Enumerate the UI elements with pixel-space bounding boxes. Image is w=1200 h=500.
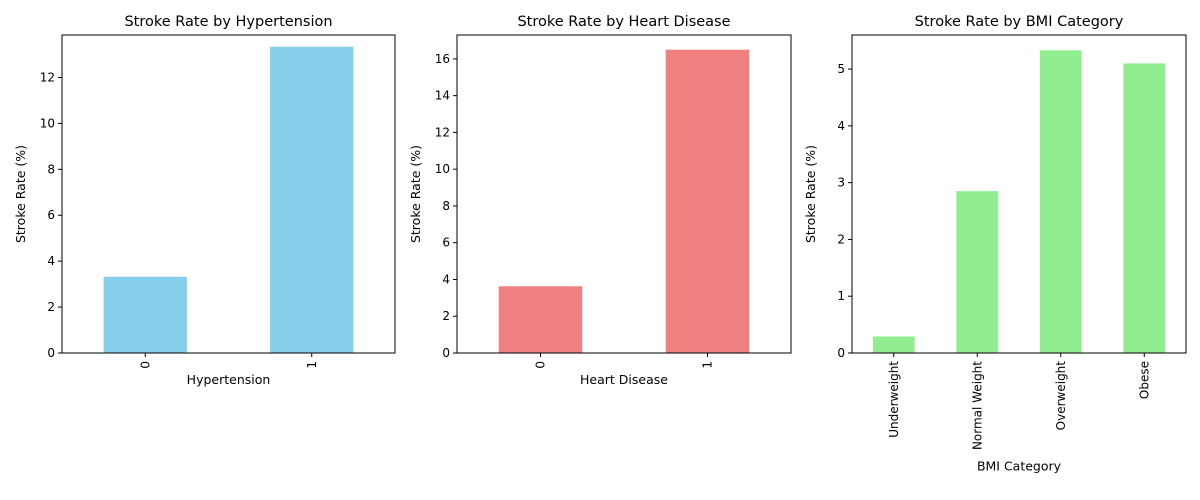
y-tick-label: 2 [442, 309, 450, 323]
chart-panel-3: 0 1 2 3 4 5 Underweight Normal Weight Overweight… [803, 14, 1187, 474]
y-tick-label: 12 [435, 125, 450, 139]
x-tick-label: 0 [534, 361, 548, 369]
bar-0 [498, 286, 583, 353]
x-tick-label: 1 [305, 361, 319, 369]
x-axis-label: BMI Category [977, 459, 1062, 474]
bar-overweight [1039, 50, 1082, 353]
bar-1 [665, 49, 750, 354]
axes-frame [456, 34, 792, 354]
y-tick-label: 2 [47, 300, 55, 314]
y-tick-label: 0 [837, 346, 845, 360]
y-tick-label: 12 [40, 70, 55, 84]
y-tick-label: 14 [435, 89, 450, 103]
y-tick-label: 16 [435, 52, 450, 66]
y-tick-label: 10 [435, 162, 450, 176]
bar-1 [270, 46, 354, 353]
x-tick-label: Overweight [1054, 361, 1068, 431]
y-tick-label: 4 [837, 119, 845, 133]
y-tick-label: 6 [442, 236, 450, 250]
chart-panel-2: 0 2 4 6 8 10 12 14 16 0 1 Stroke Rate by Heart Dise… [408, 14, 792, 387]
x-tick-label: Normal Weight [970, 361, 984, 450]
y-tick-label: 10 [40, 116, 55, 130]
y-axis-label: Stroke Rate (%) [13, 145, 28, 243]
y-tick-label: 8 [442, 199, 450, 213]
chart-title: Stroke Rate by Hypertension [124, 14, 332, 30]
bar-obese [1123, 63, 1166, 354]
y-tick-label: 2 [837, 232, 845, 246]
x-tick-label: Underweight [887, 361, 901, 438]
y-tick-label: 5 [837, 62, 845, 76]
axes-frame [851, 34, 1187, 354]
x-axis-label: Hypertension [187, 372, 271, 387]
y-axis-label: Stroke Rate (%) [408, 145, 423, 243]
x-axis-label: Heart Disease [580, 372, 668, 387]
x-tick-label: Obese [1137, 361, 1151, 399]
bar-normal-weight [956, 191, 999, 353]
x-tick-label: 1 [701, 361, 715, 369]
chart-title: Stroke Rate by BMI Category [915, 14, 1124, 30]
y-tick-label: 3 [837, 176, 845, 190]
y-tick-label: 0 [47, 346, 55, 360]
x-tick-label: 0 [138, 361, 152, 369]
chart-panel-1: 0 2 4 6 8 10 12 0 1 Stroke Rate by Hypertension Hy… [13, 14, 396, 387]
y-tick-label: 1 [837, 289, 845, 303]
y-tick-label: 8 [47, 162, 55, 176]
y-axis-label: Stroke Rate (%) [803, 145, 818, 243]
y-tick-label: 4 [442, 272, 450, 286]
bar-underweight [872, 336, 915, 353]
y-tick-label: 4 [47, 254, 55, 268]
bar-0 [103, 276, 187, 353]
chart-title: Stroke Rate by Heart Disease [517, 14, 730, 30]
y-tick-label: 0 [442, 346, 450, 360]
y-tick-label: 6 [47, 208, 55, 222]
axes-frame [61, 34, 396, 354]
